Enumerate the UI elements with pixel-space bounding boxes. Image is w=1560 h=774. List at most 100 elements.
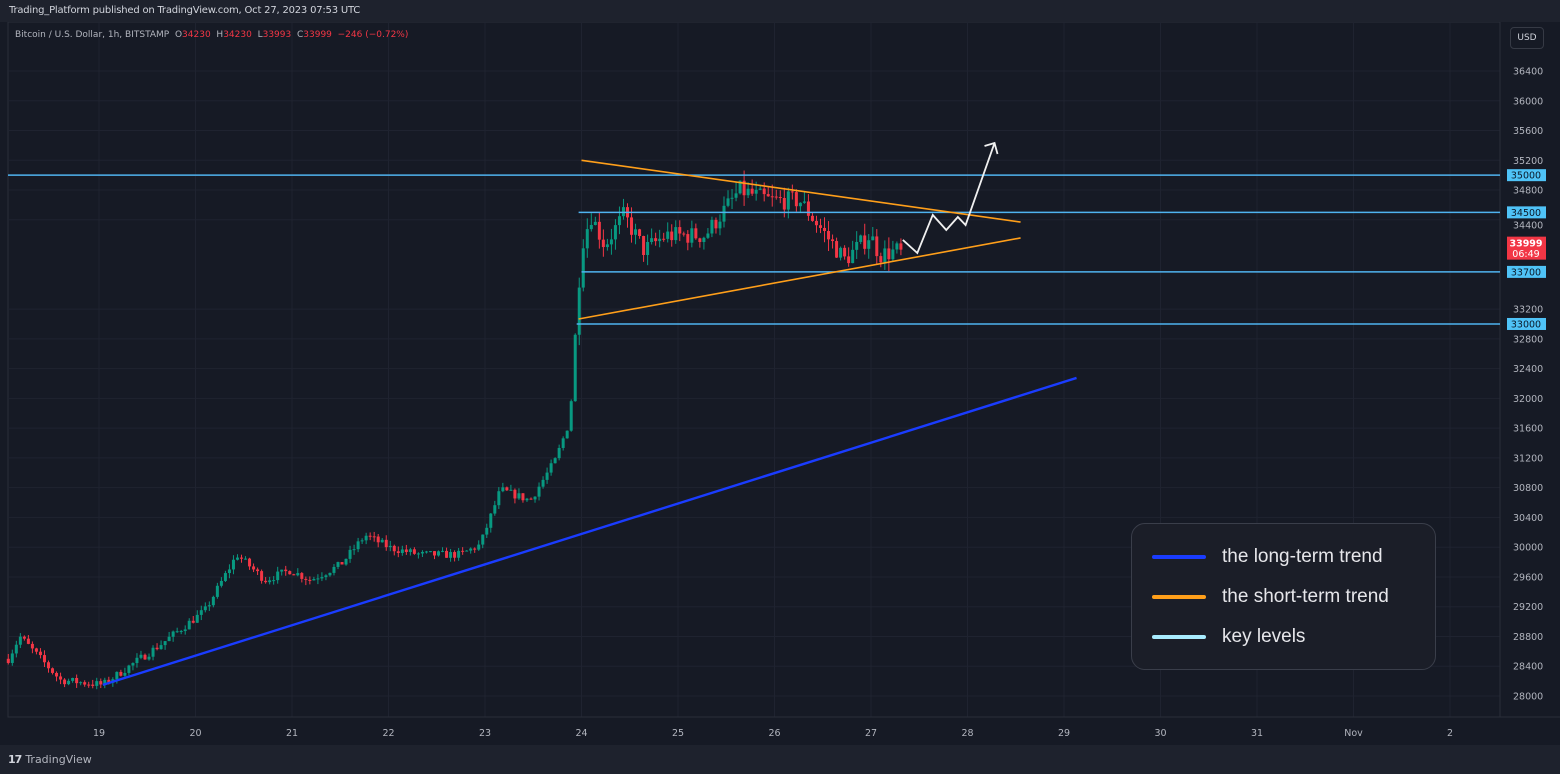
candle	[509, 484, 513, 491]
candle	[147, 653, 151, 661]
candle	[368, 532, 372, 541]
candle	[638, 228, 642, 239]
candle	[561, 436, 565, 451]
candle	[734, 181, 738, 202]
candle	[91, 679, 95, 689]
candle-body	[441, 550, 445, 552]
candle-body	[396, 551, 400, 553]
candle-body	[493, 505, 497, 514]
candle	[428, 551, 432, 553]
candle	[135, 653, 139, 668]
candle	[328, 572, 332, 577]
candle	[223, 570, 227, 582]
candle	[835, 237, 839, 258]
candle-body	[682, 233, 686, 235]
candle	[380, 537, 384, 543]
candle	[364, 532, 368, 545]
candle	[746, 182, 750, 199]
candle	[589, 213, 593, 232]
chart-area[interactable]: 36400 36000 35600 35200 34800 34400 33200 32800…	[0, 22, 1560, 745]
candle	[553, 457, 557, 464]
open-label: O	[174, 30, 183, 40]
candle	[630, 207, 634, 243]
candle-body	[469, 548, 473, 551]
candle-body	[79, 682, 83, 684]
candle-body	[167, 636, 171, 642]
candle	[569, 399, 573, 432]
candle-body	[654, 238, 658, 242]
candle	[99, 678, 103, 689]
candle-body	[320, 577, 324, 579]
candle	[26, 635, 30, 645]
candle	[179, 629, 183, 635]
candle	[396, 546, 400, 558]
key-level-price-label: 34500	[1511, 208, 1541, 219]
candle	[839, 246, 843, 261]
candle	[18, 633, 22, 649]
candle-body	[34, 648, 38, 652]
tradingview-logo[interactable]: 17 TradingView	[8, 753, 92, 766]
candle-body	[810, 215, 814, 221]
candle	[219, 577, 223, 588]
candle-body	[698, 238, 702, 243]
candle	[199, 605, 203, 621]
candle	[227, 564, 231, 579]
candle	[312, 576, 316, 581]
candle	[445, 547, 449, 558]
candle-body	[855, 241, 859, 250]
candle-body	[871, 236, 875, 241]
candle	[742, 170, 746, 206]
price-tick-label: 33200	[1513, 305, 1543, 316]
candle-body	[183, 629, 187, 632]
candle-body	[710, 219, 714, 234]
price-tick-label: 36000	[1513, 96, 1543, 107]
price-tick-label: 31600	[1513, 424, 1543, 435]
candle-body	[597, 221, 601, 240]
candle-body	[782, 197, 786, 210]
price-tick-label: 32800	[1513, 334, 1543, 345]
candle-body	[437, 551, 441, 556]
candle	[231, 555, 235, 575]
candle	[678, 220, 682, 242]
candle	[843, 245, 847, 260]
bar-countdown-label: 06:49	[1512, 249, 1539, 260]
candle-body	[203, 606, 207, 611]
price-tick-label: 32000	[1513, 394, 1543, 405]
candle	[891, 240, 895, 262]
candle	[324, 574, 328, 581]
candle-body	[529, 498, 533, 500]
candle	[284, 565, 288, 576]
time-tick-label: 28	[961, 728, 973, 739]
candle-body	[521, 493, 525, 501]
candle	[513, 488, 517, 504]
candle-body	[581, 248, 585, 288]
candle	[372, 531, 376, 542]
candle-body	[280, 569, 284, 572]
candle-body	[634, 229, 638, 235]
candle	[597, 212, 601, 249]
candle-body	[814, 220, 818, 226]
candle-body	[630, 217, 634, 235]
candle	[770, 184, 774, 207]
candle-body	[428, 551, 432, 553]
candle	[437, 550, 441, 557]
candle-body	[360, 540, 364, 542]
candle-body	[272, 580, 276, 582]
candle-body	[650, 238, 654, 243]
candle	[260, 569, 264, 584]
candle	[831, 234, 835, 249]
candle	[493, 500, 497, 516]
candle-body	[501, 487, 505, 492]
candle-body	[818, 225, 822, 228]
candle	[211, 595, 215, 608]
candle-body	[722, 205, 726, 222]
key-level-price-label: 33000	[1511, 319, 1541, 330]
time-tick-label: 29	[1058, 728, 1070, 739]
candle	[613, 219, 617, 250]
candle-body	[726, 198, 730, 206]
candle-body	[589, 225, 593, 230]
currency-button[interactable]: USD	[1510, 27, 1544, 49]
candle-body	[887, 248, 891, 260]
candle-body	[553, 458, 557, 464]
candle	[441, 547, 445, 553]
